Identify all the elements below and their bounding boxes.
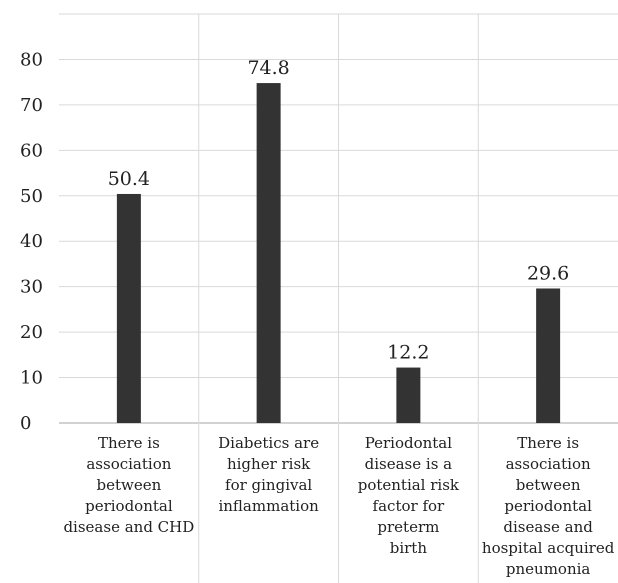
y-tick-label-10: 10 [20, 368, 43, 389]
y-tick-label-30: 30 [20, 277, 43, 298]
category-label-line: between [515, 476, 581, 494]
y-tick-label-20: 20 [20, 322, 43, 343]
category-label-line: Periodontal [364, 434, 453, 452]
category-label-line: birth [389, 539, 427, 557]
bar-2 [256, 83, 281, 423]
category-label-line: association [86, 455, 172, 473]
data-label-2: 74.8 [247, 57, 289, 79]
bar-3 [396, 367, 421, 423]
bar-1 [116, 193, 141, 423]
data-label-3: 12.2 [387, 342, 429, 364]
y-tick-label-70: 70 [20, 95, 43, 116]
category-label-line: Diabetics are [218, 434, 320, 452]
category-label-line: There is [97, 434, 160, 452]
category-label-4: There is association between periodontal dis… [479, 433, 617, 580]
category-label-line: potential risk [357, 476, 460, 494]
category-label-2: Diabetics are higher risk for gingival infl… [200, 433, 338, 517]
category-label-line: disease and CHD [63, 518, 195, 536]
category-label-line: pneumonia [505, 560, 591, 578]
category-label-line: periodontal [85, 497, 173, 515]
y-tick-label-40: 40 [20, 231, 43, 252]
category-label-line: hospital acquired [481, 539, 615, 557]
category-label-line: between [96, 476, 162, 494]
y-tick-label-60: 60 [20, 140, 43, 161]
y-tick-label-80: 80 [20, 49, 43, 70]
category-label-line: inflammation [218, 497, 319, 515]
category-label-line: association [505, 455, 591, 473]
category-label-line: disease is a [364, 455, 453, 473]
y-tick-label-0: 0 [20, 413, 31, 434]
category-label-line: higher risk [226, 455, 311, 473]
category-label-line: There is [517, 434, 580, 452]
category-label-line: disease and [503, 518, 593, 536]
data-label-1: 50.4 [108, 168, 150, 190]
category-label-line: periodontal [504, 497, 592, 515]
data-label-4: 29.6 [527, 262, 569, 284]
bar-4 [536, 288, 561, 423]
y-tick-label-50: 50 [20, 186, 43, 207]
category-label-line: for gingival [225, 476, 313, 494]
category-label-1: There is association between periodontal dis… [60, 433, 198, 538]
category-label-line: factor for preterm [372, 497, 445, 536]
category-label-3: Periodontal disease is a potential risk fac… [339, 433, 477, 559]
